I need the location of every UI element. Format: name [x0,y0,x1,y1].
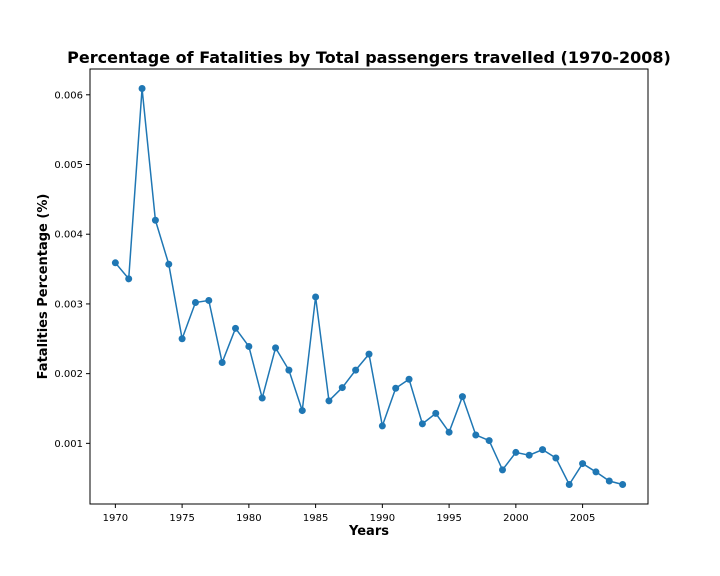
data-point [111,259,119,267]
x-tick-label: 1970 [103,513,128,524]
data-points [111,85,627,488]
data-point [512,448,520,456]
data-point [498,466,506,474]
y-tick-label: 0.003 [54,299,83,310]
data-point [525,451,533,459]
y-axis: 0.001 0.002 0.003 0.004 0.005 0.006 [54,90,90,450]
y-axis-label: Fatalities Percentage (%) [36,194,51,380]
data-point [458,393,466,401]
series-line [114,88,623,486]
x-tick-label: 1995 [436,513,461,524]
chart-title: Percentage of Fatalities by Total passen… [67,48,671,67]
data-point [338,384,346,392]
x-tick-label: 2005 [570,513,595,524]
data-point [232,324,240,332]
data-point [218,358,226,366]
x-tick-label: 1975 [169,513,194,524]
x-axis-label: Years [348,524,389,539]
data-point [485,437,493,445]
y-tick-label: 0.005 [54,160,83,171]
data-point [298,407,306,415]
y-tick-label: 0.002 [54,369,83,380]
y-tick-label: 0.004 [54,230,83,241]
data-point [312,293,320,301]
data-point [392,384,400,392]
data-point [472,431,480,439]
data-point [138,85,146,93]
data-point [205,296,213,304]
x-tick-label: 1990 [370,513,395,524]
data-point [285,366,293,374]
data-point [125,275,133,283]
data-point [151,216,159,224]
y-tick-label: 0.001 [54,439,83,450]
data-point [418,420,426,428]
plot-area [89,68,649,505]
data-point [552,454,560,462]
data-point [178,335,186,343]
data-point [365,350,373,358]
x-tick-label: 1980 [236,513,261,524]
data-point [445,428,453,436]
data-point [579,460,587,468]
data-point [191,299,199,307]
x-axis: 1970 1975 1980 1985 1990 1995 2000 2005 [103,504,595,524]
data-point [565,480,573,488]
data-point [605,477,613,485]
data-point [352,366,360,374]
data-point [539,446,547,454]
data-point [405,375,413,383]
data-point [258,394,266,402]
data-point [245,342,253,350]
x-tick-label: 1985 [303,513,328,524]
x-tick-label: 2000 [503,513,528,524]
y-tick-label: 0.006 [54,90,83,101]
data-point [619,480,627,488]
data-point [432,409,440,417]
data-point [378,422,386,430]
data-point [592,468,600,476]
data-point [272,344,280,352]
data-point [165,260,173,268]
data-point [325,397,333,405]
